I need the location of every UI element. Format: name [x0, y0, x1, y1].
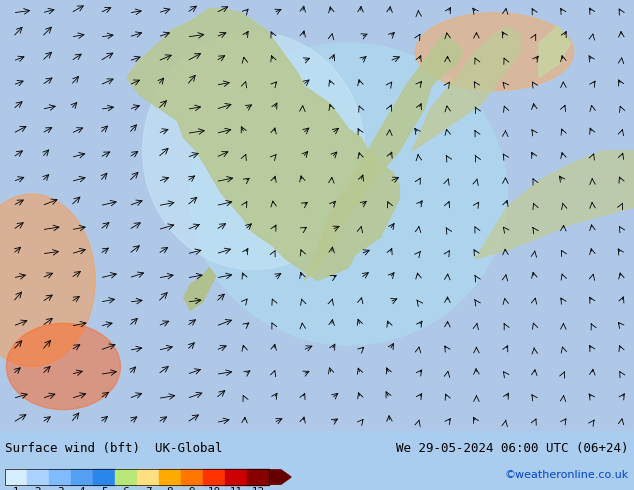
Text: 12: 12: [251, 487, 264, 490]
Bar: [27, 469, 49, 485]
Text: 10: 10: [207, 487, 221, 490]
Bar: [137, 469, 159, 485]
Text: Surface wind (bft)  UK-Global: Surface wind (bft) UK-Global: [5, 442, 223, 455]
Text: We 29-05-2024 06:00 UTC (06+24): We 29-05-2024 06:00 UTC (06+24): [396, 442, 629, 455]
Text: 3: 3: [56, 487, 63, 490]
Bar: [5, 469, 27, 485]
Text: 5: 5: [101, 487, 107, 490]
Text: 4: 4: [79, 487, 86, 490]
Bar: [203, 469, 225, 485]
Ellipse shape: [143, 32, 365, 270]
Polygon shape: [184, 268, 216, 311]
Bar: [247, 469, 269, 485]
Polygon shape: [476, 151, 634, 259]
Bar: [225, 469, 247, 485]
Polygon shape: [127, 9, 399, 280]
Text: 7: 7: [145, 487, 152, 490]
Polygon shape: [304, 34, 463, 280]
Bar: [49, 469, 71, 485]
Polygon shape: [412, 26, 520, 151]
Ellipse shape: [6, 323, 120, 410]
Text: ©weatheronline.co.uk: ©weatheronline.co.uk: [505, 470, 629, 480]
Polygon shape: [539, 26, 571, 77]
FancyArrow shape: [269, 470, 291, 484]
Bar: [159, 469, 181, 485]
Bar: [115, 469, 137, 485]
Text: 8: 8: [167, 487, 173, 490]
Ellipse shape: [190, 43, 507, 345]
Ellipse shape: [415, 13, 574, 91]
Text: 9: 9: [189, 487, 195, 490]
Bar: [93, 469, 115, 485]
Bar: [181, 469, 203, 485]
Bar: [71, 469, 93, 485]
Text: 6: 6: [123, 487, 129, 490]
Text: 2: 2: [35, 487, 41, 490]
Text: 11: 11: [230, 487, 243, 490]
Ellipse shape: [0, 194, 95, 367]
Bar: [5, 469, 269, 485]
Text: 1: 1: [13, 487, 19, 490]
